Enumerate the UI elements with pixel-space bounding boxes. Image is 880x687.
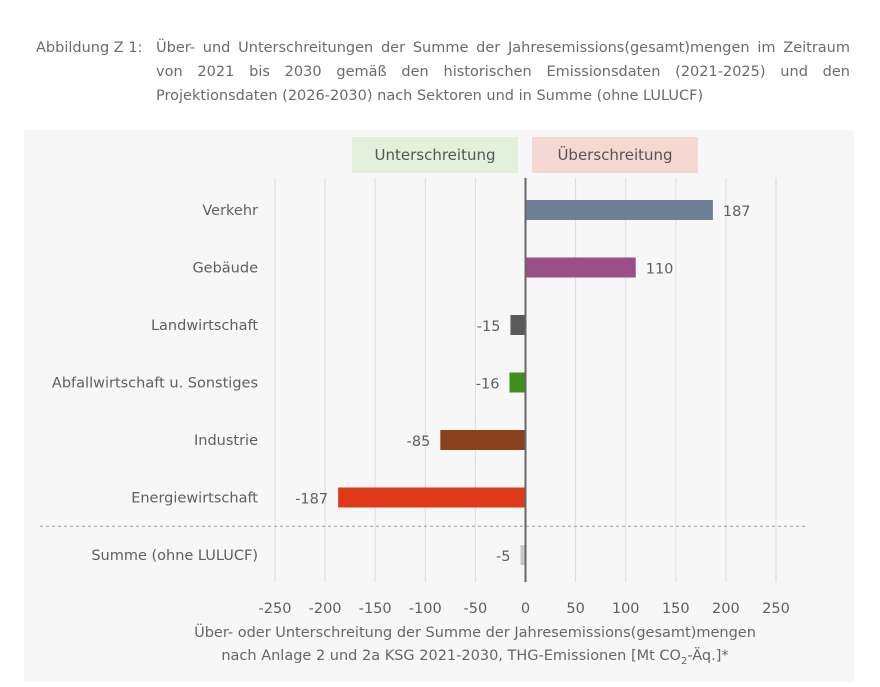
bar-0 [525,200,713,220]
category-label-6: Summe (ohne LULUCF) [91,548,258,564]
bar-6 [520,545,526,565]
category-label-1: Gebäude [192,261,258,277]
caption-text: Über- und Unterschreitungen der Summe de… [156,40,850,104]
x-axis-title: Über- oder Unterschreitung der Summe der… [150,622,800,673]
x-tick-label-10: 250 [762,601,790,617]
value-label-6: -5 [496,549,510,565]
value-label-2: -15 [477,319,501,335]
x-tick-label-0: -250 [259,601,292,617]
category-label-0: Verkehr [202,203,258,219]
caption-label: Abbildung Z 1: [36,40,143,56]
value-label-4: -85 [407,434,431,450]
category-label-3: Abfallwirtschaft u. Sonstiges [52,376,258,392]
value-label-1: 110 [646,262,674,278]
x-axis-title-subscript: 2 [680,655,688,667]
x-tick-label-7: 100 [612,601,640,617]
x-tick-label-3: -100 [409,601,442,617]
x-tick-label-5: 0 [521,601,530,617]
value-label-5: -187 [295,492,328,508]
x-tick-label-9: 200 [712,601,740,617]
x-axis-title-line2: nach Anlage 2 und 2a KSG 2021-2030, THG-… [150,645,800,673]
value-label-3: -16 [476,377,500,393]
chart-panel [24,130,854,682]
legend-over-label: Überschreitung [557,146,673,164]
category-label-4: Industrie [194,433,258,449]
category-label-5: Energiewirtschaft [131,491,258,507]
x-tick-label-2: -150 [359,601,392,617]
figure-caption: Abbildung Z 1: Über- und Unterschreitung… [36,36,850,108]
x-tick-label-6: 50 [566,601,584,617]
x-tick-label-8: 150 [662,601,690,617]
legend-under: Unterschreitung [352,137,518,173]
x-tick-label-1: -200 [309,601,342,617]
x-axis-title-line2-post: -Äq.]* [687,648,729,664]
bar-1 [525,257,636,278]
bar-5 [338,487,526,508]
legend-under-label: Unterschreitung [374,146,496,164]
bar-2 [510,315,526,335]
x-axis-title-line2-pre: nach Anlage 2 und 2a KSG 2021-2030, THG-… [221,648,681,664]
bar-3 [509,372,526,393]
x-tick-label-4: -50 [464,601,488,617]
value-label-0: 187 [723,204,751,220]
bar-4 [440,430,526,450]
legend-over: Überschreitung [532,137,698,173]
category-label-2: Landwirtschaft [151,318,258,334]
x-axis-title-line1: Über- oder Unterschreitung der Summe der… [194,625,756,641]
